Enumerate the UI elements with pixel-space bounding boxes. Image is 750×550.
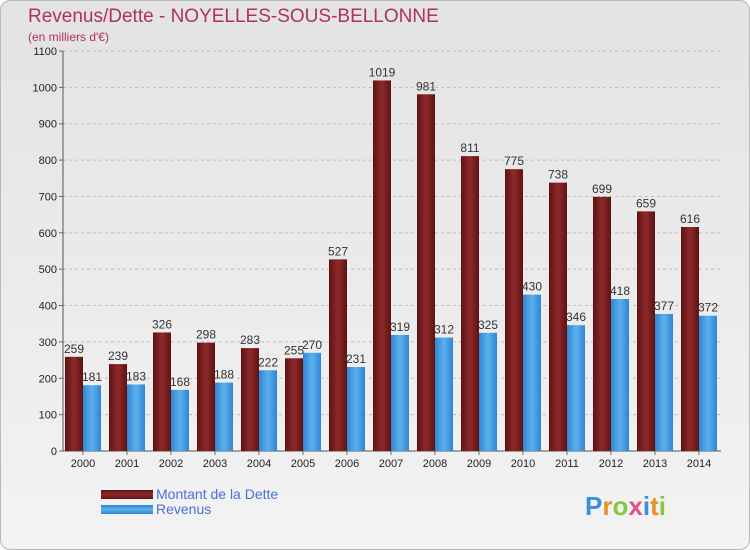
x-tick-label: 2000 bbox=[71, 458, 95, 470]
y-tick-label: 900 bbox=[39, 119, 57, 131]
y-tick-label: 0 bbox=[51, 446, 57, 458]
legend-label-revenus: Revenus bbox=[156, 501, 212, 517]
data-label: 222 bbox=[258, 355, 278, 369]
bar-dette bbox=[505, 169, 523, 451]
data-label: 325 bbox=[478, 318, 498, 332]
data-label: 811 bbox=[460, 141, 479, 155]
x-tick-label: 2003 bbox=[203, 458, 227, 470]
data-label: 418 bbox=[610, 284, 630, 298]
bar-revenus bbox=[699, 315, 717, 451]
x-tick-label: 2001 bbox=[115, 458, 139, 470]
data-label: 659 bbox=[636, 196, 656, 210]
bar-dette bbox=[593, 196, 611, 451]
bar-dette bbox=[461, 156, 479, 451]
bar-revenus bbox=[83, 385, 101, 451]
chart-title: Revenus/Dette - NOYELLES-SOUS-BELLONNE bbox=[28, 6, 439, 27]
data-label: 319 bbox=[390, 320, 410, 334]
data-label: 168 bbox=[170, 375, 190, 389]
data-label: 377 bbox=[654, 299, 674, 313]
data-label: 430 bbox=[522, 280, 542, 294]
bar-revenus bbox=[303, 352, 321, 451]
data-label: 372 bbox=[698, 301, 718, 315]
data-label: 259 bbox=[64, 342, 84, 356]
x-tick-label: 2011 bbox=[555, 458, 579, 470]
data-label: 183 bbox=[126, 369, 146, 383]
bar-revenus bbox=[655, 313, 673, 451]
data-label: 231 bbox=[346, 352, 366, 366]
y-tick-label: 400 bbox=[39, 301, 57, 313]
bar-revenus bbox=[611, 299, 629, 451]
legend-label-dette: Montant de la Dette bbox=[156, 486, 279, 502]
bar-revenus bbox=[435, 337, 453, 451]
y-tick-label: 800 bbox=[39, 155, 57, 167]
chart-subtitle: (en milliers d'€) bbox=[28, 30, 109, 44]
data-label: 270 bbox=[302, 338, 322, 352]
legend-swatch-dette bbox=[101, 490, 153, 499]
legend-swatch-revenus bbox=[101, 505, 153, 514]
y-tick-label: 300 bbox=[39, 337, 57, 349]
bar-dette bbox=[197, 342, 215, 451]
bar-dette bbox=[285, 358, 303, 451]
y-tick-label: 700 bbox=[39, 191, 57, 203]
data-label: 738 bbox=[548, 168, 568, 182]
data-label: 527 bbox=[328, 244, 348, 258]
bar-revenus bbox=[259, 370, 277, 451]
bar-revenus bbox=[215, 382, 233, 451]
data-label: 699 bbox=[592, 182, 612, 196]
bar-dette bbox=[549, 182, 567, 452]
bar-revenus bbox=[567, 325, 585, 451]
data-label: 255 bbox=[284, 343, 304, 357]
x-tick-label: 2005 bbox=[291, 458, 315, 470]
bar-dette bbox=[681, 227, 699, 451]
x-tick-label: 2009 bbox=[467, 458, 491, 470]
data-label: 181 bbox=[82, 370, 102, 384]
bar-dette bbox=[241, 348, 259, 451]
bar-dette bbox=[109, 364, 127, 451]
data-label: 616 bbox=[680, 212, 700, 226]
y-tick-label: 600 bbox=[39, 228, 57, 240]
data-label: 298 bbox=[196, 328, 216, 342]
x-tick-label: 2008 bbox=[423, 458, 447, 470]
data-label: 188 bbox=[214, 368, 234, 382]
proxiti-logo: Proxiti bbox=[585, 491, 666, 521]
x-tick-label: 2002 bbox=[159, 458, 183, 470]
y-tick-label: 1000 bbox=[33, 82, 57, 94]
bar-revenus bbox=[523, 294, 541, 451]
bar-dette bbox=[329, 259, 347, 451]
data-label: 1019 bbox=[369, 65, 396, 79]
x-tick-label: 2004 bbox=[247, 458, 271, 470]
data-label: 312 bbox=[434, 323, 454, 337]
data-label: 283 bbox=[240, 333, 260, 347]
bar-revenus bbox=[347, 367, 365, 451]
bar-dette bbox=[417, 94, 435, 451]
x-tick-label: 2006 bbox=[335, 458, 359, 470]
bar-revenus bbox=[479, 332, 497, 451]
bar-dette bbox=[65, 356, 83, 451]
y-tick-label: 1100 bbox=[33, 46, 57, 58]
x-tick-label: 2014 bbox=[687, 458, 711, 470]
bar-dette bbox=[373, 80, 391, 452]
data-label: 239 bbox=[108, 349, 128, 363]
bar-revenus bbox=[171, 389, 189, 451]
bar-dette bbox=[637, 211, 655, 451]
y-tick-label: 500 bbox=[39, 264, 57, 276]
y-tick-label: 100 bbox=[39, 410, 57, 422]
bar-revenus bbox=[127, 384, 145, 451]
x-tick-label: 2010 bbox=[511, 458, 535, 470]
data-label: 775 bbox=[504, 154, 524, 168]
bar-revenus bbox=[391, 335, 409, 451]
data-label: 326 bbox=[152, 317, 172, 331]
bar-dette bbox=[153, 332, 171, 451]
x-tick-label: 2007 bbox=[379, 458, 403, 470]
y-tick-label: 200 bbox=[39, 373, 57, 385]
x-tick-label: 2013 bbox=[643, 458, 667, 470]
data-label: 346 bbox=[566, 310, 586, 324]
data-label: 981 bbox=[416, 79, 436, 93]
x-tick-label: 2012 bbox=[599, 458, 623, 470]
